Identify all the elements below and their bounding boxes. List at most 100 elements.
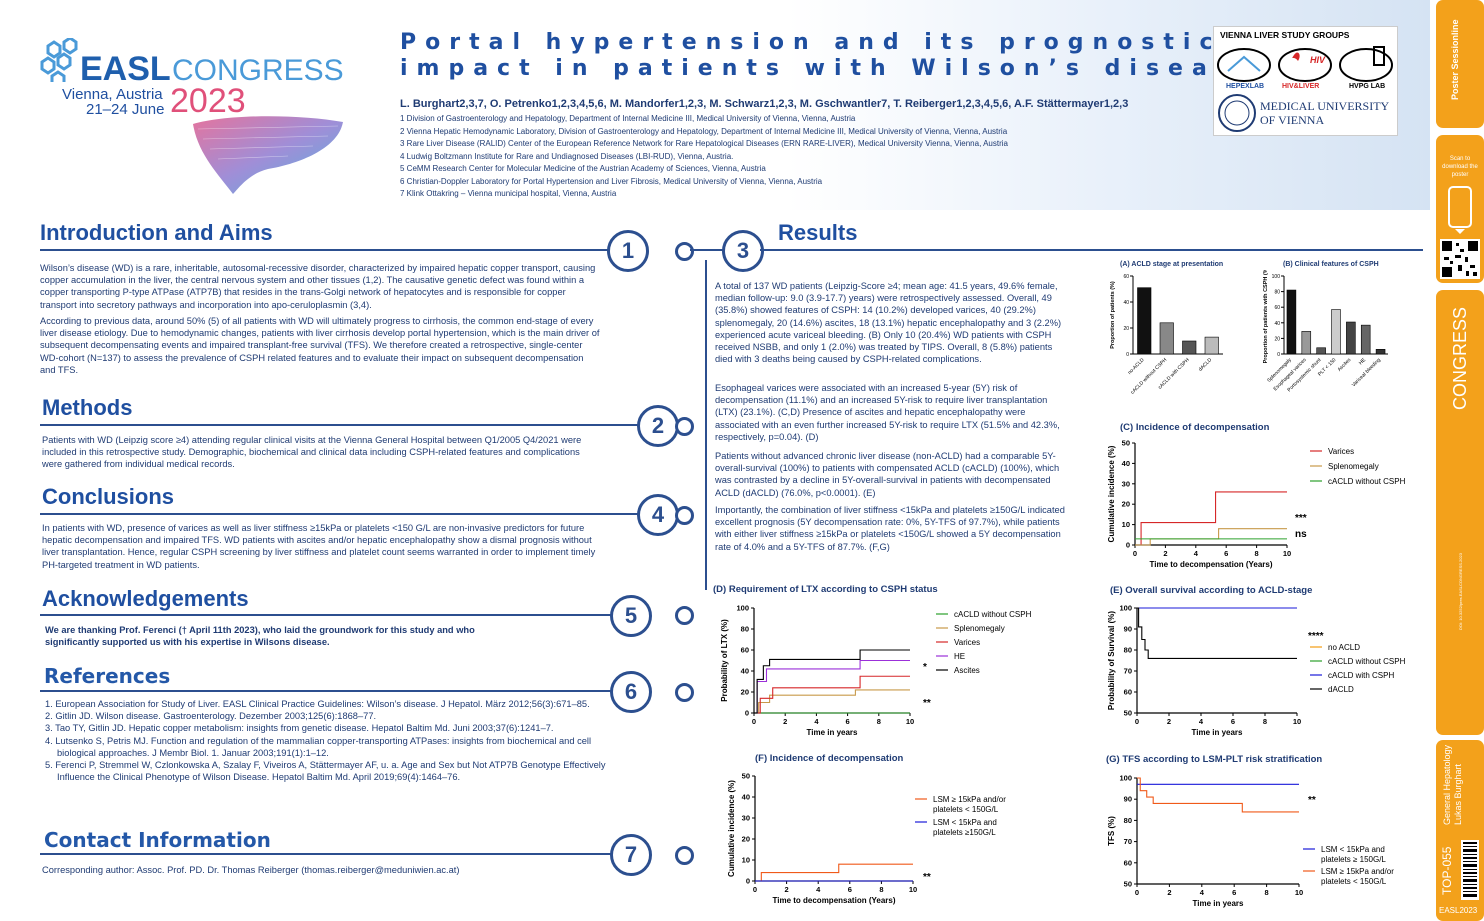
study-groups-title: VIENNA LIVER STUDY GROUPS	[1220, 30, 1350, 40]
y-tick-label: 0	[746, 877, 750, 886]
bar	[1137, 287, 1152, 355]
section-number-2: 2	[637, 405, 679, 447]
congress-vertical-label: CONGRESS	[1450, 306, 1470, 410]
muv-name-2: OF VIENNA	[1260, 113, 1325, 127]
category-label: HE	[1358, 357, 1368, 367]
bar	[1331, 309, 1341, 355]
conclusions-paragraph: In patients with WD, presence of varices…	[42, 523, 596, 570]
chart-title: (C) Incidence of decompensation	[1120, 422, 1270, 433]
x-tick-label: 0	[1133, 549, 1137, 558]
y-tick-label: 20	[1122, 500, 1130, 509]
y-tick-label: 50	[1122, 439, 1130, 448]
section-title-conclusions: Conclusions	[42, 484, 175, 509]
study-groups-box: VIENNA LIVER STUDY GROUPS HIV HEPEXLAB H…	[1213, 26, 1398, 136]
divider	[760, 249, 1423, 251]
bar	[1375, 349, 1386, 355]
x-axis-label: Time in years	[807, 728, 859, 737]
legend-label: cACLD without CSPH	[1328, 657, 1406, 666]
connector-ring	[675, 683, 694, 702]
chart-title: (A) ACLD stage at presentation	[1120, 261, 1224, 268]
y-tick-label: 60	[1124, 858, 1132, 867]
y-tick-label: 40	[741, 667, 749, 676]
y-tick-label: 50	[1124, 880, 1132, 889]
affiliation: 2 Vienna Hepatic Hemodynamic Laboratory,…	[400, 126, 1008, 136]
significance-label: **	[923, 698, 931, 709]
y-tick-label: 0	[1126, 541, 1130, 550]
reference-item: 3. Tao TY, Gitlin JD. Hepatic copper met…	[45, 723, 554, 734]
reference-item: 5. Ferenci P, Stremmel W, Czlonkowska A,…	[45, 760, 606, 783]
affiliation: 1 Division of Gastroenterology and Hepat…	[400, 114, 856, 123]
connector-ring	[675, 242, 694, 261]
y-tick-label: 20	[742, 835, 750, 844]
download-poster-tab[interactable]: Scan to download the poster	[1436, 135, 1484, 283]
y-tick-label: 90	[1124, 795, 1132, 804]
x-tick-label: 2	[1167, 888, 1171, 897]
poster-sessionline-logo: Poster Sessionline	[1450, 19, 1460, 100]
legend-label: LSM < 15kPa and	[1321, 845, 1385, 854]
author-list: L. Burghart2,3,7, O. Petrenko1,2,3,4,5,6…	[400, 98, 1129, 110]
y-tick-label: 60	[1274, 305, 1280, 311]
y-tick-label: 60	[1124, 688, 1132, 697]
easl-wordmark: EASL	[80, 50, 171, 88]
results-paragraph-3: Patients without advanced chronic liver …	[715, 451, 1060, 498]
section-number-4: 4	[637, 494, 679, 536]
section-title-contact: Contact Information	[44, 828, 271, 852]
section-title-results: Results	[778, 220, 858, 245]
y-tick-label: 0	[745, 709, 749, 718]
connector-ring	[675, 417, 694, 436]
x-axis-label: Time to decompensation (Years)	[773, 896, 896, 905]
x-tick-label: 0	[753, 885, 757, 894]
legend-label: cACLD without CSPH	[954, 610, 1032, 619]
y-tick-label: 30	[1122, 479, 1130, 488]
x-tick-label: 10	[1283, 549, 1291, 558]
x-tick-label: 8	[1265, 888, 1269, 897]
x-tick-label: 8	[1263, 717, 1267, 726]
divider	[40, 424, 640, 426]
divider	[40, 853, 615, 855]
x-tick-label: 6	[1232, 888, 1236, 897]
affiliation: 6 Christian-Doppler Laboratory for Porta…	[400, 176, 823, 186]
y-axis-label: Proportion of patients with CSPH (%)	[1263, 270, 1269, 363]
series-line	[754, 649, 910, 714]
chart-title: (F) Incidence of decompensation	[755, 753, 904, 764]
results-paragraph-2: Esophageal varices were associated with …	[715, 383, 1060, 442]
barcode-icon	[1461, 840, 1479, 900]
bar	[1159, 322, 1174, 355]
connector-ring	[675, 606, 694, 625]
section-number-1: 1	[607, 230, 649, 272]
acknowledgements-paragraph: We are thanking Prof. Ferenci († April 1…	[45, 625, 475, 648]
series-line	[1137, 607, 1297, 659]
x-tick-label: 10	[909, 885, 917, 894]
chart-incidence-decompensation-f: 0 2 4 6 8 10 0 10 20 30 40 50 Time to decompensation…	[727, 772, 1006, 906]
series-line	[755, 863, 913, 882]
legend-label: Splenomegaly	[954, 624, 1005, 633]
y-axis-label: Probability of LTX (%)	[720, 619, 729, 702]
y-axis-label: Cumulative incidence (%)	[1107, 445, 1116, 542]
section-number-3: 3	[722, 230, 764, 272]
legend-label: cACLD with CSPH	[1328, 671, 1394, 680]
legend-label: Ascites	[954, 666, 980, 675]
y-tick-label: 40	[742, 793, 750, 802]
significance-label: **	[923, 872, 931, 883]
logo-year: 2023	[170, 82, 246, 120]
logo-location: Vienna, Austria	[62, 86, 163, 103]
affiliation: 4 Ludwig Boltzmann Institute for Rare an…	[400, 151, 734, 161]
bar	[1360, 324, 1371, 355]
legend-label: LSM < 15kPa and	[933, 818, 997, 827]
legend-label: platelets < 150G/L	[1321, 877, 1387, 886]
legend-label: Splenomegaly	[1328, 462, 1379, 471]
x-tick-label: 4	[814, 717, 819, 726]
x-tick-label: 2	[1167, 717, 1171, 726]
x-tick-label: 0	[1135, 717, 1139, 726]
y-tick-label: 10	[1122, 520, 1130, 529]
y-tick-label: 80	[1124, 816, 1132, 825]
x-tick-label: 10	[906, 717, 914, 726]
y-tick-label: 100	[1119, 604, 1132, 613]
hvpg-lab-label: HVPG LAB	[1349, 83, 1386, 90]
qr-code-icon[interactable]	[1440, 239, 1480, 279]
divider	[40, 513, 640, 515]
chart-title: (D) Requirement of LTX according to CSPH…	[713, 584, 938, 595]
intro-paragraph-1: Wilson’s disease (WD) is a rare, inherit…	[40, 263, 596, 310]
